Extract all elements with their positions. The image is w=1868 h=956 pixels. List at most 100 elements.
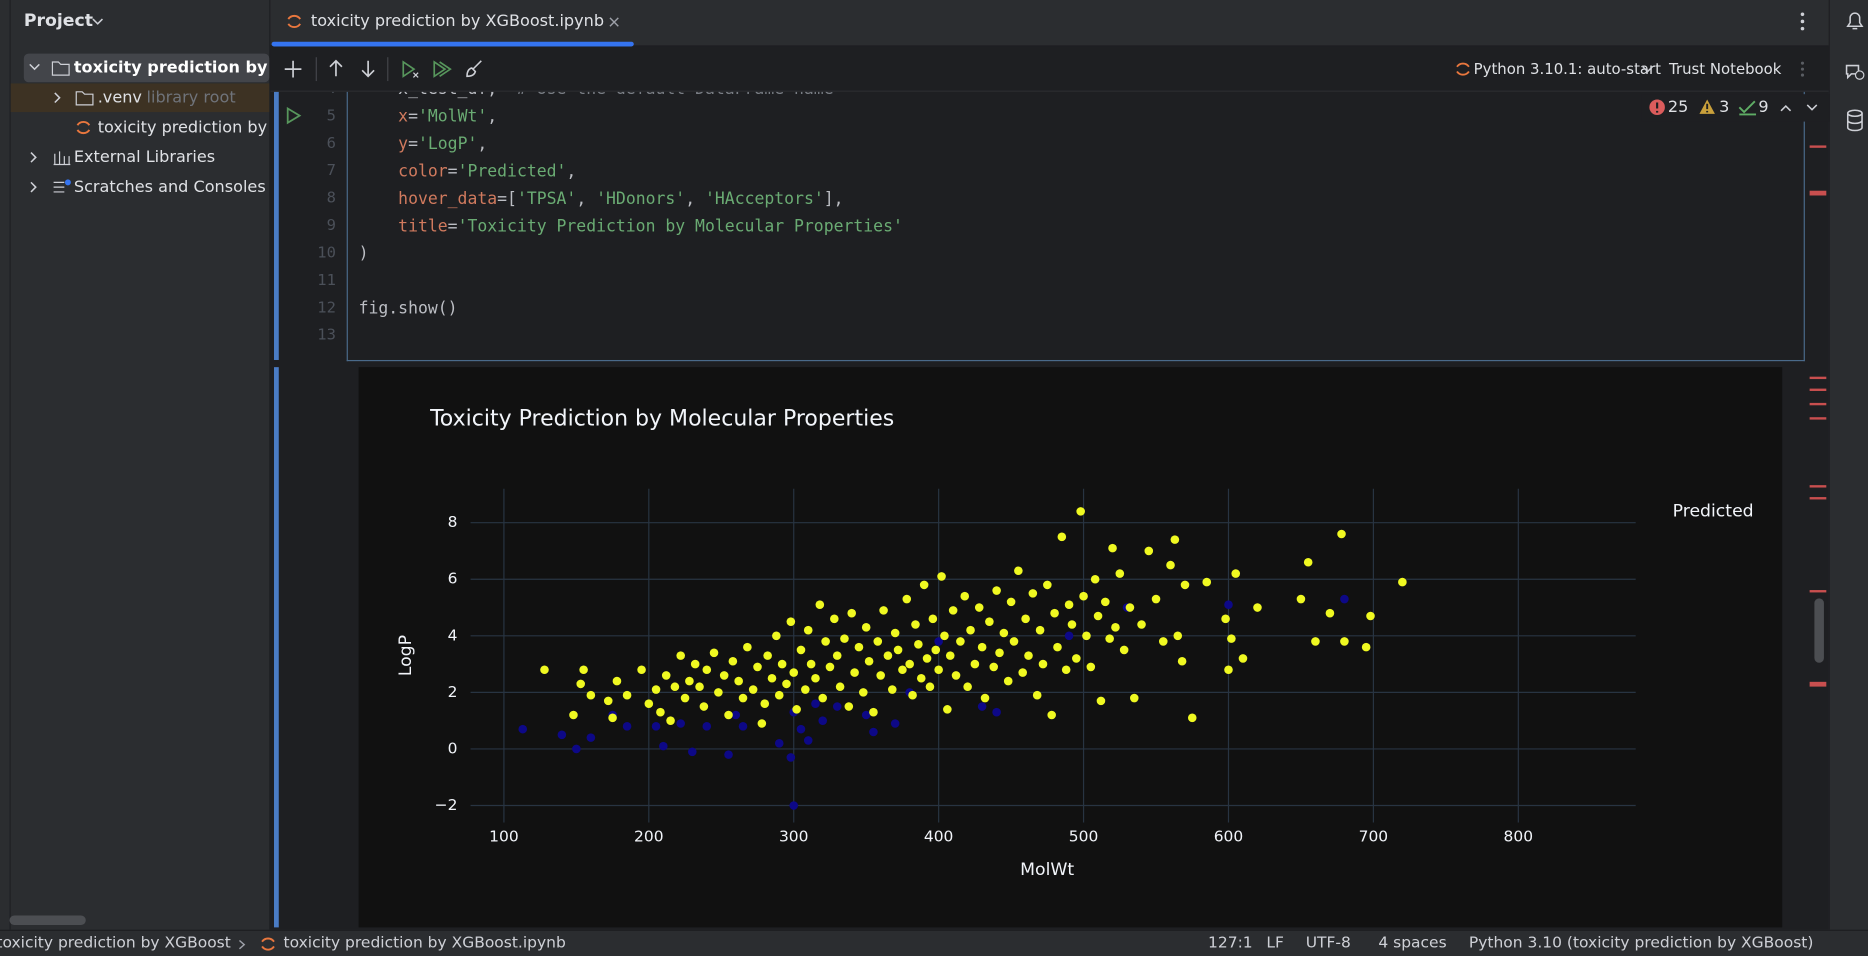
point xyxy=(905,659,914,669)
point xyxy=(709,648,719,658)
tree-label[interactable]: .venv xyxy=(97,88,142,108)
code-token: 'MolWt' xyxy=(417,107,488,127)
code-line: x='MolWt', xyxy=(359,106,497,127)
encoding[interactable]: UTF-8 xyxy=(1305,934,1351,953)
close-tab[interactable] xyxy=(609,17,620,28)
breadcrumb-file[interactable]: toxicity prediction by XGBoost.ipynb xyxy=(283,934,566,953)
move-up[interactable] xyxy=(329,59,343,78)
point xyxy=(883,651,893,660)
y-tick-label: 2 xyxy=(448,683,458,701)
tree-row-library[interactable] xyxy=(10,83,270,113)
point xyxy=(869,707,878,717)
add-cell[interactable] xyxy=(284,60,302,78)
more-menu[interactable] xyxy=(1799,12,1806,31)
horizontal-scrollbar[interactable] xyxy=(9,915,86,926)
indent[interactable]: 4 spaces xyxy=(1378,934,1447,953)
move-down[interactable] xyxy=(361,60,375,78)
point xyxy=(1003,676,1013,686)
point xyxy=(767,673,777,683)
project-panel xyxy=(10,0,271,930)
folder-icon xyxy=(51,61,70,76)
line-number: 6 xyxy=(326,134,336,153)
point xyxy=(608,713,617,723)
tree-label[interactable]: External Libraries xyxy=(73,147,216,167)
separator xyxy=(387,57,389,82)
more-menu[interactable] xyxy=(1799,61,1806,78)
point xyxy=(830,614,839,624)
point xyxy=(801,685,810,694)
stripe-mark[interactable] xyxy=(1809,681,1827,687)
code-line: hover_data=['TPSA', 'HDonors', 'HAccepto… xyxy=(359,188,843,209)
point xyxy=(1253,603,1262,612)
line-number: 11 xyxy=(317,271,336,290)
point xyxy=(850,668,859,677)
point xyxy=(840,634,849,643)
point xyxy=(1028,589,1038,598)
panel-title[interactable]: Project xyxy=(23,11,94,31)
stripe-mark[interactable] xyxy=(1809,376,1827,380)
point xyxy=(951,671,961,680)
inspections-widget[interactable] xyxy=(1641,94,1830,122)
error-stripe xyxy=(1805,124,1829,930)
point xyxy=(821,637,830,646)
code-token: , xyxy=(566,162,577,182)
code-cell[interactable] xyxy=(346,71,1805,362)
passed-count[interactable]: 9 xyxy=(1758,97,1769,117)
point xyxy=(937,572,946,581)
assistant-icon[interactable] xyxy=(1844,61,1865,82)
point xyxy=(796,645,806,655)
line-separator[interactable]: LF xyxy=(1266,934,1284,953)
point xyxy=(803,736,813,745)
point xyxy=(1086,662,1096,672)
tree-label[interactable]: toxicity prediction by xyxy=(97,118,268,138)
y-axis-title: LogP xyxy=(396,635,416,676)
line-number: 10 xyxy=(317,244,336,263)
run-all[interactable] xyxy=(432,60,452,78)
chevron-down[interactable] xyxy=(1642,66,1654,76)
notifications-icon[interactable] xyxy=(1844,11,1865,32)
kernel-selector[interactable]: Python 3.10.1: auto-start xyxy=(1473,59,1661,78)
next-problem[interactable] xyxy=(1806,104,1818,112)
scrollbar-thumb[interactable] xyxy=(1814,598,1824,663)
tree-label[interactable]: toxicity prediction by X xyxy=(73,58,270,78)
run-and-select[interactable] xyxy=(401,60,419,78)
clear-outputs[interactable] xyxy=(465,60,483,78)
interpreter[interactable]: Python 3.10 (toxicity prediction by XGBo… xyxy=(1468,934,1814,953)
stripe-mark[interactable] xyxy=(1809,388,1827,391)
code-token: 'TPSA' xyxy=(516,189,577,209)
plotly-chart[interactable]: Toxicity Prediction by Molecular Propert… xyxy=(358,367,1783,928)
trust-notebook[interactable]: Trust Notebook xyxy=(1669,59,1782,78)
stripe-mark[interactable] xyxy=(1809,145,1827,148)
chevron-down xyxy=(29,63,40,71)
warning-count[interactable]: 3 xyxy=(1719,97,1730,117)
tree-label[interactable]: Scratches and Consoles xyxy=(73,177,266,197)
stripe-mark[interactable] xyxy=(1809,485,1827,488)
error-count[interactable]: 25 xyxy=(1667,97,1689,117)
points xyxy=(518,507,1407,810)
stripe-mark[interactable] xyxy=(1809,497,1827,500)
code-token: color xyxy=(358,162,448,182)
point xyxy=(1108,543,1117,553)
stripe-mark[interactable] xyxy=(1809,417,1827,420)
point xyxy=(586,690,596,700)
point xyxy=(815,600,825,609)
point xyxy=(760,699,770,708)
tree-row-selected[interactable] xyxy=(23,53,270,83)
point xyxy=(934,637,943,646)
database-icon[interactable] xyxy=(1845,109,1864,132)
breadcrumb-project[interactable]: toxicity prediction by XGBoost xyxy=(0,934,231,953)
scratches-icon xyxy=(53,179,71,193)
caret-position[interactable]: 127:1 xyxy=(1208,934,1253,953)
point xyxy=(782,679,791,689)
tab-title[interactable]: toxicity prediction by XGBoost.ipynb xyxy=(310,11,605,31)
previous-problem[interactable] xyxy=(1780,104,1792,112)
line-number: 12 xyxy=(317,299,336,318)
stripe-mark[interactable] xyxy=(1809,190,1827,196)
point xyxy=(1311,637,1320,646)
point xyxy=(911,620,920,629)
point xyxy=(1101,597,1110,607)
stripe-mark[interactable] xyxy=(1809,590,1827,593)
stripe-mark[interactable] xyxy=(1809,402,1827,406)
run-cell[interactable] xyxy=(286,106,302,125)
chevron-down[interactable] xyxy=(92,18,104,28)
